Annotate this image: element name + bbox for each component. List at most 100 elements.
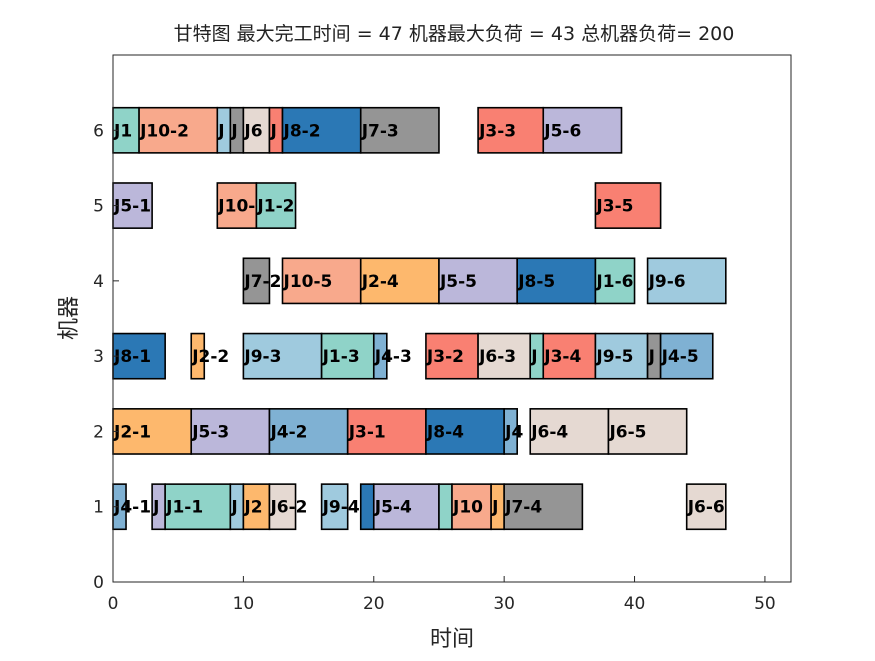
bar-m3-22 (190, 332, 206, 380)
bar-label-m1-49: J5-4 (374, 498, 412, 518)
bar-label-m1-41: J4-1 (113, 498, 151, 518)
x-tick-label-0: 0 (108, 594, 119, 614)
bar-label-m1-45: J2 (243, 498, 262, 518)
bar-m6-1 (138, 106, 219, 154)
y-axis-label: 机器 (57, 296, 82, 340)
bar-m6-8 (477, 106, 545, 154)
bar-m4-19 (594, 257, 636, 305)
bar-m3-27 (477, 332, 532, 380)
y-tick-label-3: 3 (93, 347, 104, 367)
bar-label-m2-35: J4-2 (269, 422, 307, 442)
plot-frame (112, 54, 792, 583)
bar-m6-9 (542, 106, 623, 154)
bar-label-m6-5: J (269, 121, 276, 141)
bar-label-m3-31: J (648, 347, 655, 367)
bars-layer: J1 J10-2 J J J6 J J8-2 J7-3 J3-3 J5-6J5-1 J10- J1-2… (112, 106, 727, 531)
y-tick-label-2: 2 (93, 422, 104, 442)
bar-m1-48 (359, 483, 375, 531)
bar-label-m1-44: J (230, 498, 237, 518)
bar-label-m3-28: J (530, 347, 537, 367)
x-tick-label-3: 30 (493, 594, 515, 614)
bar-label-m3-26: J3-2 (426, 347, 464, 367)
bar-label-m2-33: J2-1 (113, 422, 151, 442)
bar-label-m1-52: J (491, 498, 498, 518)
x-tick-label-4: 40 (624, 594, 646, 614)
y-tick-label-4: 4 (93, 272, 104, 292)
bar-label-m3-22: J2-2 (191, 347, 229, 367)
bar-m3-25 (372, 332, 388, 380)
bar-m1-50 (438, 483, 453, 531)
bar-m4-14 (242, 257, 271, 305)
bar-label-m3-30: J9-5 (595, 347, 633, 367)
bar-m2-36 (346, 408, 427, 455)
x-tick-label-2: 20 (363, 594, 385, 614)
bar-m1-53 (503, 483, 584, 531)
bar-m2-35 (268, 408, 349, 455)
x-tick-label-5: 50 (754, 594, 776, 614)
bar-m1-47 (320, 483, 349, 531)
bar-label-m3-29: J3-4 (543, 347, 581, 367)
bar-label-m6-8: J3-3 (478, 121, 516, 141)
y-tick-label-5: 5 (93, 197, 104, 217)
bar-label-m3-27: J6-3 (478, 347, 516, 367)
bar-m3-30 (594, 332, 649, 380)
bar-label-m2-40: J6-5 (608, 422, 646, 442)
x-axis-label: 时间 (430, 627, 474, 652)
bar-label-m6-4: J6 (243, 121, 262, 141)
bar-label-m6-7: J7-3 (361, 121, 399, 141)
bar-label-m1-51: J10 (452, 498, 483, 518)
chart-title: 甘特图 最大完工时间 = 47 机器最大负荷 = 43 总机器负荷= 200 (174, 23, 735, 45)
bar-label-m2-38: J4 (504, 422, 523, 442)
y-axis: 0 1 2 3 4 5 6 (93, 121, 119, 593)
bar-m2-38 (503, 408, 518, 455)
bar-label-m3-21: J8-1 (113, 347, 151, 367)
bar-label-m4-19: J1-6 (595, 272, 633, 292)
bar-label-m2-36: J3-1 (348, 422, 386, 442)
bar-m4-18 (516, 257, 597, 305)
bar-label-m5-13: J3-5 (595, 197, 633, 217)
bar-m6-7 (359, 106, 440, 154)
bar-m4-20 (646, 257, 727, 305)
bar-m2-39 (529, 408, 610, 455)
x-tick-label-1: 10 (233, 594, 255, 614)
bar-label-m1-54: J6-6 (687, 498, 725, 518)
bar-label-m5-10: J5-1 (113, 197, 151, 217)
bar-label-m4-14: J7-2 (243, 272, 281, 292)
bar-label-m1-42: J (152, 498, 159, 518)
bar-m3-21 (112, 332, 166, 380)
bar-label-m3-32: J4-5 (661, 347, 699, 367)
bar-label-m6-6: J8-2 (283, 121, 321, 141)
bar-m1-49 (372, 483, 440, 531)
bar-m5-12 (255, 182, 297, 229)
bar-m2-33 (112, 408, 193, 455)
bar-m2-34 (190, 408, 271, 455)
bar-label-m4-15: J10-5 (283, 272, 333, 292)
bar-m5-10 (112, 182, 153, 229)
bar-label-m4-16: J2-4 (361, 272, 399, 292)
bar-label-m6-0: J1 (113, 121, 132, 141)
bar-label-m6-9: J5-6 (543, 121, 581, 141)
bar-label-m2-34: J5-3 (191, 422, 229, 442)
bar-label-m2-39: J6-4 (530, 422, 568, 442)
bar-label-m3-23: J9-3 (243, 347, 281, 367)
bar-m4-17 (438, 257, 518, 305)
y-tick-label-1: 1 (93, 498, 104, 518)
bar-label-m3-24: J1-3 (322, 347, 360, 367)
y-tick-label-6: 6 (93, 121, 104, 141)
bar-label-m6-3: J (230, 121, 237, 141)
bar-label-m2-37: J8-4 (426, 422, 464, 442)
bar-label-m1-46: J6-2 (269, 498, 307, 518)
bar-m3-32 (659, 332, 714, 380)
bar-label-m3-25: J4-3 (374, 347, 412, 367)
bar-m1-46 (268, 483, 297, 531)
bar-m1-51 (451, 483, 492, 531)
bar-label-m5-12: J1-2 (256, 197, 294, 217)
bar-label-m1-43: J1-1 (165, 498, 203, 518)
bar-m2-40 (607, 408, 688, 455)
bar-m4-15 (281, 257, 362, 305)
bar-label-m4-17: J5-5 (439, 272, 477, 292)
bar-m1-54 (685, 483, 727, 531)
bar-label-m4-18: J8-5 (517, 272, 555, 292)
